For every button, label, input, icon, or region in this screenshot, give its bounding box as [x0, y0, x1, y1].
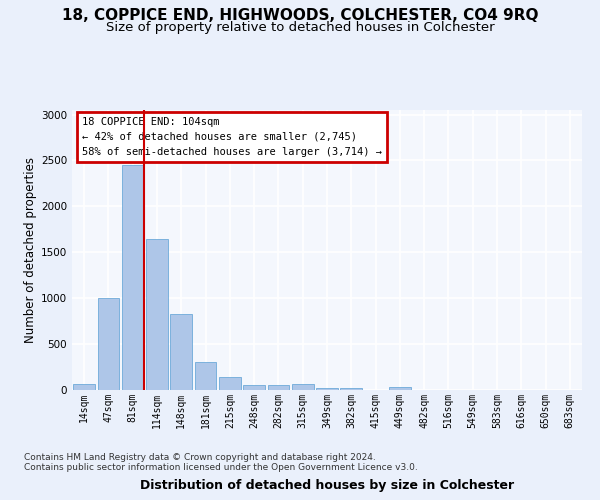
Bar [97, 298, 119, 390]
Text: Size of property relative to detached houses in Colchester: Size of property relative to detached ho… [106, 21, 494, 34]
Bar [219, 377, 241, 390]
Text: Contains HM Land Registry data © Crown copyright and database right 2024.: Contains HM Land Registry data © Crown c… [24, 454, 376, 462]
Bar [340, 388, 362, 390]
Bar [243, 385, 265, 390]
Bar [122, 165, 143, 390]
Text: 18 COPPICE END: 104sqm
← 42% of detached houses are smaller (2,745)
58% of semi-: 18 COPPICE END: 104sqm ← 42% of detached… [82, 117, 382, 156]
Bar [389, 387, 411, 390]
Bar [268, 385, 289, 390]
Bar [194, 362, 217, 390]
Bar [292, 384, 314, 390]
Y-axis label: Number of detached properties: Number of detached properties [24, 157, 37, 343]
Bar [146, 238, 168, 390]
Text: Contains public sector information licensed under the Open Government Licence v3: Contains public sector information licen… [24, 464, 418, 472]
Bar [73, 384, 95, 390]
Bar [170, 314, 192, 390]
Text: 18, COPPICE END, HIGHWOODS, COLCHESTER, CO4 9RQ: 18, COPPICE END, HIGHWOODS, COLCHESTER, … [62, 8, 538, 22]
Bar [316, 388, 338, 390]
Text: Distribution of detached houses by size in Colchester: Distribution of detached houses by size … [140, 480, 514, 492]
